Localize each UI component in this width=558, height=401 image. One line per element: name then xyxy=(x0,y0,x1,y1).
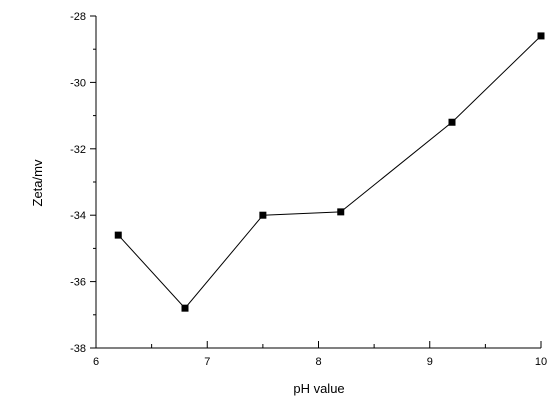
y-tick-label: -28 xyxy=(70,11,86,23)
data-point-marker xyxy=(259,211,267,219)
y-tick-label: -32 xyxy=(70,144,86,156)
data-point-marker xyxy=(337,208,345,216)
x-tick-label: 6 xyxy=(93,356,99,368)
x-axis-ticks: 6 7 8 9 10 xyxy=(93,341,547,368)
x-tick-label: 7 xyxy=(204,356,210,368)
data-point-marker xyxy=(448,118,456,126)
x-tick-label: 10 xyxy=(535,356,547,368)
data-point-marker xyxy=(181,304,189,312)
y-tick-label: -36 xyxy=(70,277,86,289)
series-line xyxy=(117,35,542,309)
x-tick-label: 8 xyxy=(315,356,321,368)
x-tick-label: 9 xyxy=(427,356,433,368)
y-axis-ticks: -28 -30 -32 -34 -36 -38 xyxy=(70,11,96,355)
y-axis-title: Zeta/mv xyxy=(30,159,45,206)
data-point-marker xyxy=(537,32,545,40)
y-tick-label: -30 xyxy=(70,77,86,89)
series-group xyxy=(114,32,545,312)
plot-axes xyxy=(95,16,541,349)
y-tick-label: -34 xyxy=(70,210,86,222)
data-point-marker xyxy=(114,231,122,239)
x-axis-title: pH value xyxy=(293,381,344,396)
y-tick-label: -38 xyxy=(70,343,86,355)
